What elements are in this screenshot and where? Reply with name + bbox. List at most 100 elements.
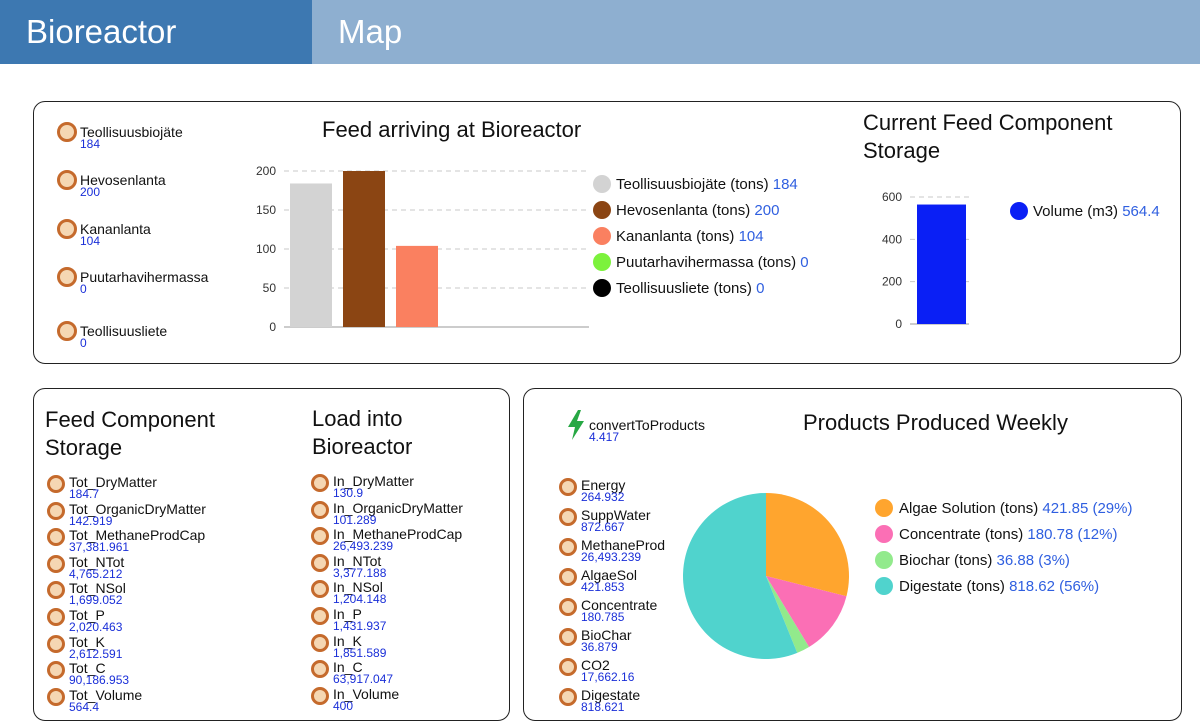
y-tick-label: 600 [882, 190, 902, 204]
bar-1[interactable] [343, 171, 385, 327]
sensor-ring-icon[interactable] [47, 554, 65, 573]
sensor-ring-icon[interactable] [559, 568, 577, 586]
legend-value: 421.85 (29%) [1042, 500, 1133, 517]
sensor-ring-icon[interactable] [311, 553, 329, 572]
sensor-ring-icon[interactable] [559, 508, 577, 526]
legend-label: Hevosenlanta (tons) [616, 202, 751, 219]
sensor-ring-icon[interactable] [311, 686, 329, 705]
sensor-ring-icon[interactable] [559, 628, 577, 646]
sensor-name: Tot_OrganicDryMatter [69, 500, 206, 517]
sensor-ring-icon[interactable] [559, 538, 577, 556]
sensor-name: Tot_P [69, 607, 105, 623]
legend-value: 0 [756, 280, 765, 297]
sensor-value: 101.289 [333, 512, 377, 527]
sensor-value: 36.879 [581, 640, 618, 654]
sensor-name: Digestate [581, 687, 641, 703]
legend-value: 0 [800, 254, 809, 271]
tab-map[interactable]: Map [338, 13, 403, 50]
sensor-ring-icon[interactable] [47, 528, 65, 547]
sensor-ring-icon[interactable] [57, 321, 77, 341]
sensor-ring-icon[interactable] [47, 581, 65, 600]
legend-value: 200 [754, 202, 780, 219]
sensor-ring-icon[interactable] [559, 658, 577, 676]
legend-label: Algae Solution (tons) [899, 500, 1039, 517]
sensor-value: 818.621 [581, 700, 625, 714]
sensor-ring-icon[interactable] [47, 475, 65, 493]
pie-slice-1[interactable] [766, 576, 847, 647]
legend-entry: Biochar (tons) 36.88 (3%) [899, 552, 1070, 569]
sensor-ring-icon[interactable] [311, 580, 329, 599]
sensor-ring-icon[interactable] [47, 501, 65, 520]
pie-slice-3[interactable] [683, 493, 798, 659]
legend-swatch [875, 525, 893, 543]
bar-0[interactable] [917, 204, 966, 324]
pie-slice-2[interactable] [766, 576, 810, 653]
legend-entry: Concentrate (tons) 180.78 (12%) [899, 526, 1117, 543]
sensor-value: 4,765.212 [69, 566, 123, 581]
sensor-value: 142.919 [69, 513, 113, 528]
sensor-name: SuppWater [581, 507, 651, 523]
sensor-value: 17,662.16 [581, 670, 635, 684]
sensor-name: In_K [333, 632, 362, 649]
feed-panel: Teollisuusbiojäte 184 Hevosenlanta 200 Kanan… [33, 101, 1181, 364]
storage-bar-chart: 0 200 400 600 [882, 190, 969, 331]
sensor-ring-icon[interactable] [559, 478, 577, 496]
legend-label: Biochar (tons) [899, 552, 993, 569]
legend-entry: Puutarhavihermassa (tons) 0 [616, 254, 809, 271]
sensor-name: AlgaeSol [581, 567, 638, 583]
sensor-name: In_Volume [333, 685, 400, 702]
sensor-ring-icon[interactable] [311, 660, 329, 679]
products-pie-chart [683, 493, 849, 659]
legend-label: Digestate (tons) [899, 578, 1005, 595]
products-panel: convertToProducts 4.417 Products Produce… [523, 388, 1182, 721]
sensor-ring-icon[interactable] [57, 170, 77, 190]
storage-panel: Feed Component Storage Load into Bioreac… [33, 388, 510, 721]
sensor-ring-icon[interactable] [57, 122, 77, 142]
sensor-name: Tot_Volume [69, 686, 143, 703]
sensor-value: 0 [80, 336, 87, 350]
y-tick-label: 50 [263, 281, 277, 295]
sensor-ring-icon[interactable] [47, 608, 65, 626]
pie-slice-0[interactable] [766, 493, 849, 597]
sensor-name: In_NSol [333, 579, 383, 596]
legend-label: Kananlanta (tons) [616, 228, 735, 245]
sensor-ring-icon[interactable] [47, 634, 65, 653]
sensor-name: CO2 [581, 657, 610, 673]
sensor-ring-icon[interactable] [311, 607, 329, 625]
legend-swatch [593, 279, 611, 297]
sensor-name: In_MethaneProdCap [333, 526, 463, 543]
sensor-value: 1,431.937 [333, 619, 387, 633]
legend-label: Teollisuusbiojäte (tons) [616, 176, 769, 193]
legend-entry: Digestate (tons) 818.62 (56%) [899, 578, 1099, 595]
bar-0[interactable] [290, 183, 332, 327]
sensor-name: Puutarhavihermassa [80, 269, 209, 285]
sensor-ring-icon[interactable] [57, 267, 77, 287]
y-tick-label: 150 [256, 203, 276, 217]
sensor-ring-icon[interactable] [47, 687, 65, 706]
sensor-value: 104 [80, 234, 101, 248]
sensor-name: Tot_MethaneProdCap [69, 527, 206, 544]
legend-value: 104 [738, 228, 764, 245]
bar-2[interactable] [396, 245, 438, 327]
sensor-ring-icon[interactable] [47, 661, 65, 680]
convert-to-products-label: convertToProducts [589, 417, 705, 433]
sensor-value: 63,917.047 [333, 672, 394, 687]
storage-legend-value: 564.4 [1122, 203, 1160, 220]
sensor-ring-icon[interactable] [559, 688, 577, 706]
sensor-ring-icon[interactable] [311, 527, 329, 546]
storage-legend-label: Volume (m3) [1033, 203, 1119, 220]
sensor-name: In_C [333, 659, 363, 676]
sensor-ring-icon[interactable] [57, 219, 77, 239]
legend-swatch [875, 551, 893, 569]
legend-entry: Teollisuusbiojäte (tons) 184 [616, 176, 798, 193]
sensor-name: Concentrate [581, 597, 658, 613]
sensor-value: 184 [80, 137, 101, 151]
legend-swatch [593, 175, 611, 193]
tab-bioreactor[interactable]: Bioreactor [0, 0, 312, 64]
sensor-value: 200 [80, 185, 101, 199]
sensor-ring-icon[interactable] [311, 474, 329, 492]
sensor-ring-icon[interactable] [311, 633, 329, 652]
sensor-ring-icon[interactable] [311, 500, 329, 519]
sensor-ring-icon[interactable] [559, 598, 577, 616]
sensor-value: 37,381.961 [69, 540, 130, 555]
